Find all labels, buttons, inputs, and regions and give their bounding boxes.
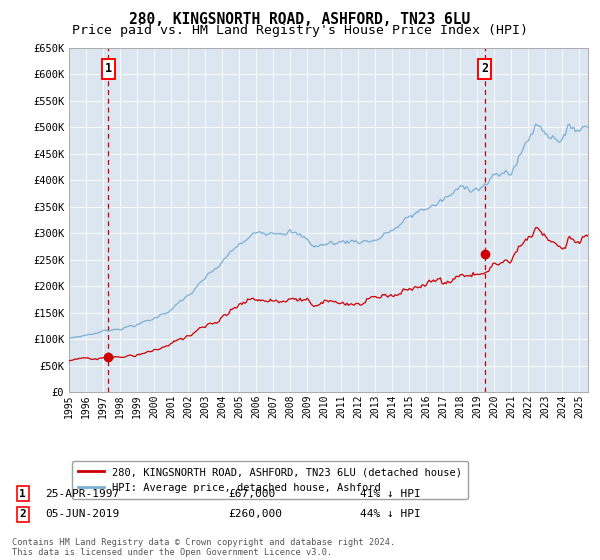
Text: 25-APR-1997: 25-APR-1997 <box>45 489 119 499</box>
Text: Contains HM Land Registry data © Crown copyright and database right 2024.
This d: Contains HM Land Registry data © Crown c… <box>12 538 395 557</box>
Text: 1: 1 <box>105 62 112 75</box>
Legend: 280, KINGSNORTH ROAD, ASHFORD, TN23 6LU (detached house), HPI: Average price, de: 280, KINGSNORTH ROAD, ASHFORD, TN23 6LU … <box>71 461 469 499</box>
Text: 2: 2 <box>481 62 488 75</box>
Text: 2: 2 <box>19 509 26 519</box>
Text: 1: 1 <box>19 489 26 499</box>
Text: Price paid vs. HM Land Registry's House Price Index (HPI): Price paid vs. HM Land Registry's House … <box>72 24 528 37</box>
Text: £67,000: £67,000 <box>228 489 275 499</box>
Text: 05-JUN-2019: 05-JUN-2019 <box>45 509 119 519</box>
Text: 41% ↓ HPI: 41% ↓ HPI <box>360 489 421 499</box>
Text: £260,000: £260,000 <box>228 509 282 519</box>
Text: 44% ↓ HPI: 44% ↓ HPI <box>360 509 421 519</box>
Text: 280, KINGSNORTH ROAD, ASHFORD, TN23 6LU: 280, KINGSNORTH ROAD, ASHFORD, TN23 6LU <box>130 12 470 27</box>
